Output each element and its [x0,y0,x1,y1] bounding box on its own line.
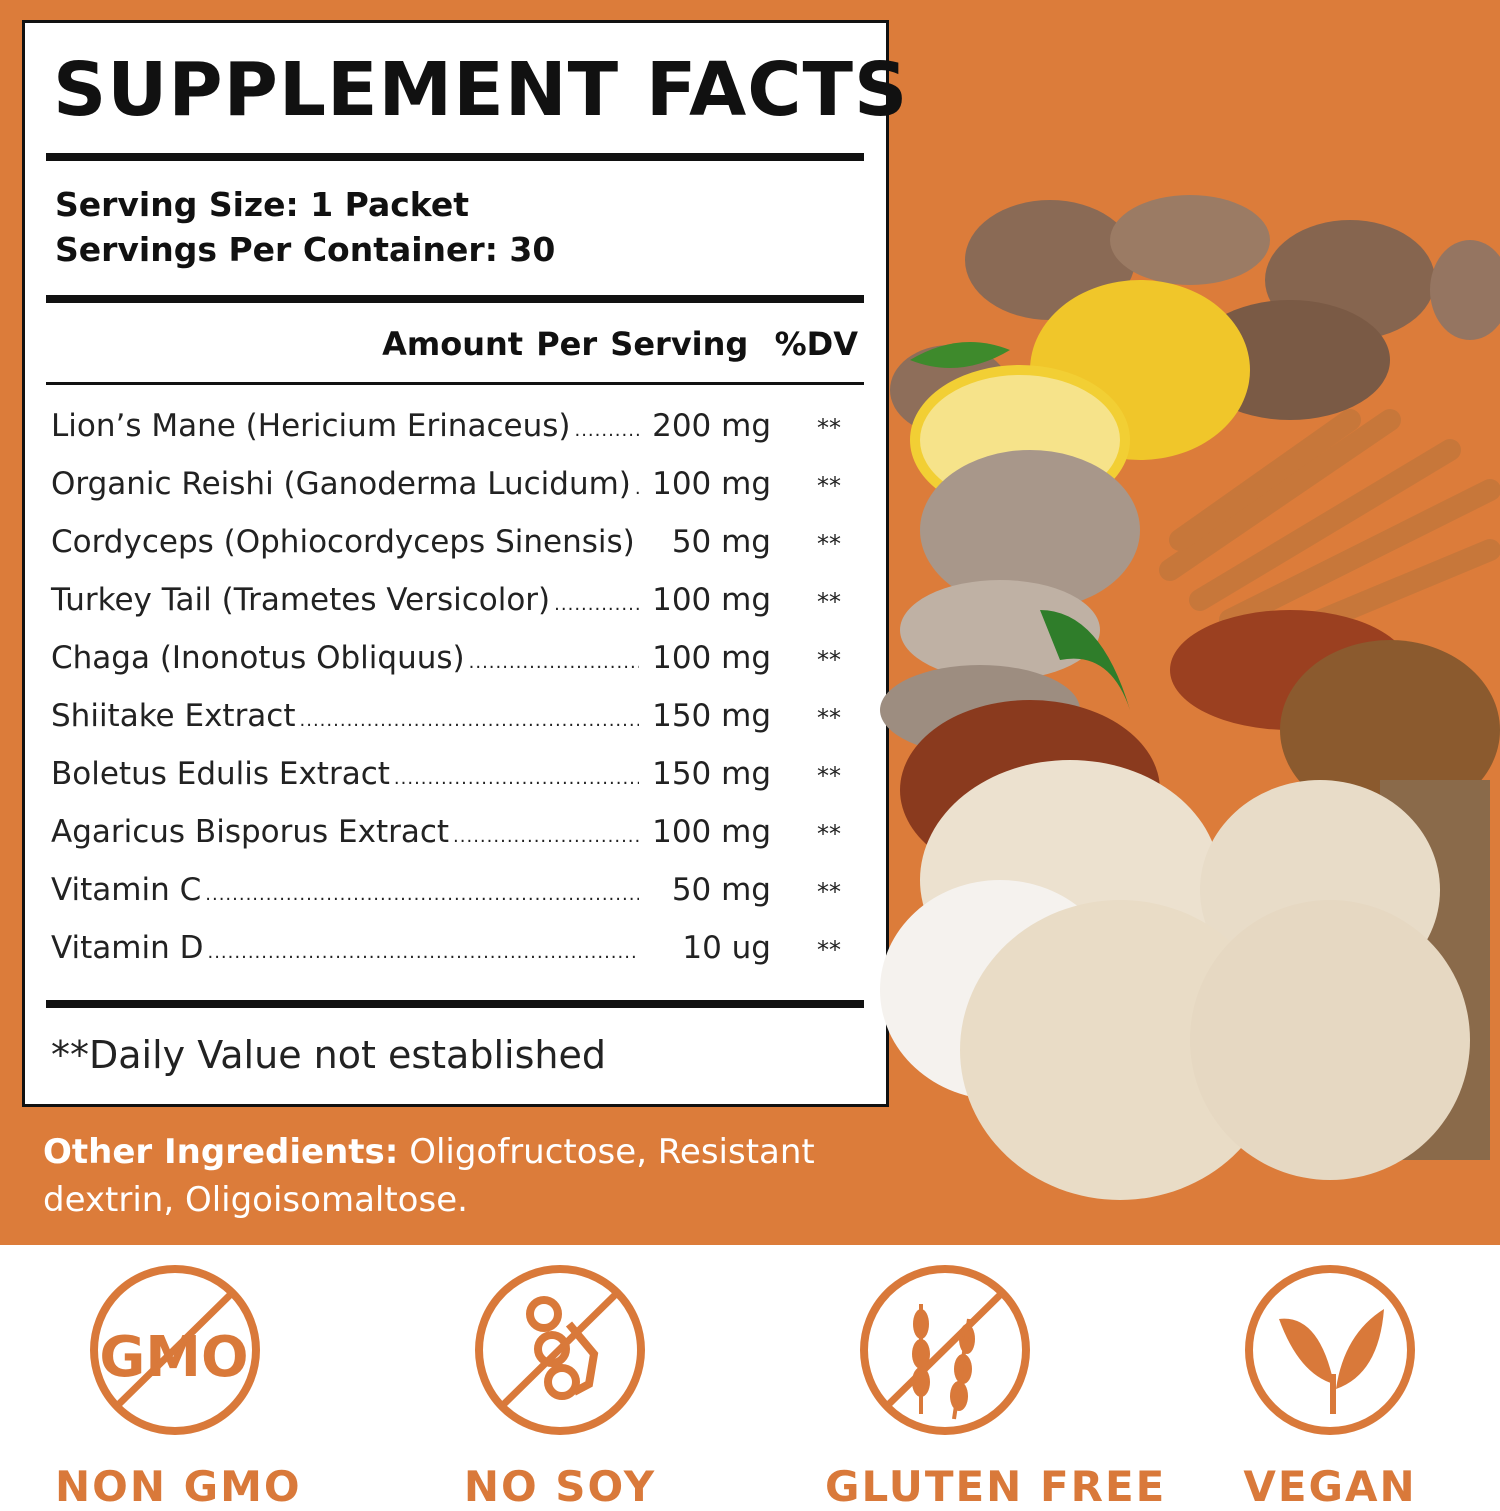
other-ingredients: Other Ingredients: Oligofructose, Resist… [43,1128,863,1224]
leader-dots: ........................................… [469,652,639,673]
ingredient-row: Organic Reishi (Ganoderma Lucidum)......… [51,466,841,516]
footnote: **Daily Value not established [51,1033,606,1077]
servings-per-container: Servings Per Container: 30 [55,230,555,269]
ingredient-row: Shiitake Extract........................… [51,698,841,748]
ingredient-dv: ** [771,588,841,616]
ingredient-name: Shiitake Extract [51,698,296,734]
ingredient-dv: ** [771,414,841,442]
divider [46,1000,864,1008]
ingredient-row: Turkey Tail (Trametes Versicolor).......… [51,582,841,632]
badge-non-gmo: GMO NON GMO [55,1264,295,1511]
badge-label: VEGAN [1210,1462,1450,1511]
ingredient-name: Vitamin C [51,872,201,908]
ingredient-name: Chaga (Inonotus Obliquus) [51,640,465,676]
ingredient-row: Vitamin C...............................… [51,872,841,922]
badge-vegan: VEGAN [1210,1264,1450,1511]
supplement-facts-panel: SUPPLEMENT FACTS Serving Size: 1 Packet … [22,20,889,1107]
orange-background: SUPPLEMENT FACTS Serving Size: 1 Packet … [0,0,1500,1245]
other-ingredients-label: Other Ingredients: [43,1132,398,1172]
ingredient-dv: ** [771,472,841,500]
leader-dots: ........................................… [205,884,639,905]
ingredient-amount: 150 mg [643,698,771,734]
ingredient-row: Boletus Edulis Extract..................… [51,756,841,806]
badge-gluten-free: GLUTEN FREE [825,1264,1065,1511]
lions-mane [880,760,1470,1200]
serving-size: Serving Size: 1 Packet [55,185,469,224]
leader-dots: ........................................… [554,594,639,615]
leader-dots: ........................................… [394,768,639,789]
ingredient-name: Agaricus Bisporus Extract [51,814,449,850]
badge-label: GLUTEN FREE [825,1462,1065,1511]
gmo-lettering: GMO [99,1325,248,1390]
badge-no-soy: NO SOY [440,1264,680,1511]
no-gmo-icon: GMO [89,1264,261,1436]
badge-label: NON GMO [55,1462,295,1511]
divider [46,153,864,161]
ingredient-amount: 100 mg [643,582,771,618]
ingredient-row: Chaga (Inonotus Obliquus)...............… [51,640,841,690]
divider [46,382,864,385]
ingredient-dv: ** [771,530,841,558]
leader-dots: ........................................… [300,710,639,731]
ingredient-amount: 100 mg [643,466,771,502]
ingredient-row: Cordyceps (Ophiocordyceps Sinensis).....… [51,524,841,574]
ingredient-amount: 50 mg [643,524,771,560]
ingredient-amount: 200 mg [643,408,771,444]
ingredient-dv: ** [771,646,841,674]
leader-dots: ........................................… [453,826,639,847]
ingredient-name: Turkey Tail (Trametes Versicolor) [51,582,550,618]
ingredient-amount: 50 mg [643,872,771,908]
ingredient-row: Vitamin D...............................… [51,930,841,980]
ingredient-name: Lion’s Mane (Hericium Erinaceus) [51,408,570,444]
leader-dots: ........................................… [207,942,639,963]
gluten-free-icon [859,1264,1031,1436]
ingredient-amount: 150 mg [643,756,771,792]
ingredient-dv: ** [771,936,841,964]
no-soy-icon [474,1264,646,1436]
ingredient-dv: ** [771,762,841,790]
ingredient-name: Organic Reishi (Ganoderma Lucidum) [51,466,631,502]
ingredient-row: Lion’s Mane (Hericium Erinaceus)........… [51,408,841,458]
ingredient-dv: ** [771,820,841,848]
ingredient-name: Boletus Edulis Extract [51,756,390,792]
leader-dots: ........................................… [574,420,639,441]
ingredient-dv: ** [771,704,841,732]
ingredient-name: Vitamin D [51,930,203,966]
ingredient-amount: 100 mg [643,640,771,676]
dv-header: %DV [775,325,858,363]
vegan-leaf-icon [1244,1264,1416,1436]
divider [46,295,864,303]
column-header: Amount Per Serving %DV [382,325,858,363]
ingredient-row: Agaricus Bisporus Extract...............… [51,814,841,864]
badge-label: NO SOY [440,1462,680,1511]
ingredient-amount: 10 ug [643,930,771,966]
leader-dots: ........................................… [635,478,639,499]
panel-title: SUPPLEMENT FACTS [53,47,908,133]
mushroom-collage-image [870,190,1500,1210]
ingredient-name: Cordyceps (Ophiocordyceps Sinensis) [51,524,635,560]
ingredient-amount: 100 mg [643,814,771,850]
amount-header: Amount Per Serving [382,325,748,363]
ingredient-dv: ** [771,878,841,906]
